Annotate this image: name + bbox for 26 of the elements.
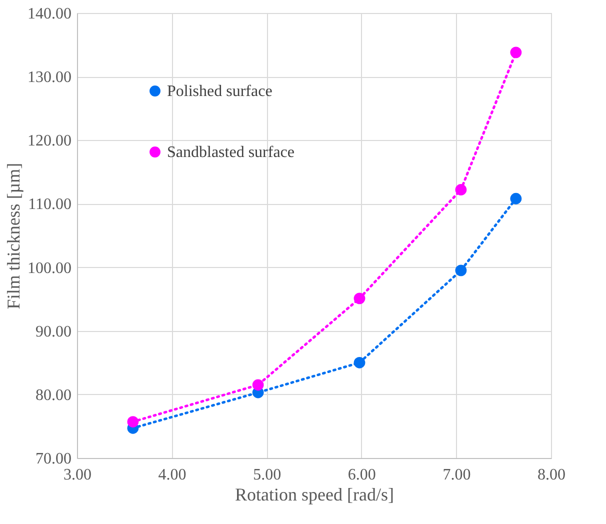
legend-label: Sandblasted surface (167, 144, 295, 161)
x-tick-label: 3.00 (64, 466, 92, 484)
point (354, 292, 366, 304)
y-tick-label: 90.00 (36, 323, 72, 340)
y-tick-label: 130.00 (28, 69, 72, 86)
x-tick-label: 6.00 (348, 466, 376, 484)
point (510, 192, 522, 204)
point (127, 416, 139, 428)
x-axis-title: Rotation speed [rad/s] (235, 484, 394, 504)
x-tick-label: 8.00 (538, 466, 566, 484)
point (354, 356, 366, 368)
point (510, 46, 522, 58)
point (455, 184, 467, 196)
y-tick-label: 110.00 (28, 196, 72, 214)
y-tick-label: 80.00 (36, 386, 72, 404)
y-axis-title: Film thickness [µm] (4, 162, 24, 310)
x-tick-label: 5.00 (253, 466, 282, 484)
x-tick-label: 7.00 (442, 466, 471, 484)
y-tick-label: 120.00 (28, 132, 72, 150)
y-tick-label: 70.00 (36, 450, 72, 468)
point (455, 264, 467, 276)
point (252, 379, 264, 391)
legend-label: Polished surface (167, 83, 272, 100)
x-tick-label: 4.00 (158, 466, 186, 484)
y-tick-label: 140.00 (28, 6, 72, 22)
y-tick-label: 100.00 (28, 260, 72, 277)
